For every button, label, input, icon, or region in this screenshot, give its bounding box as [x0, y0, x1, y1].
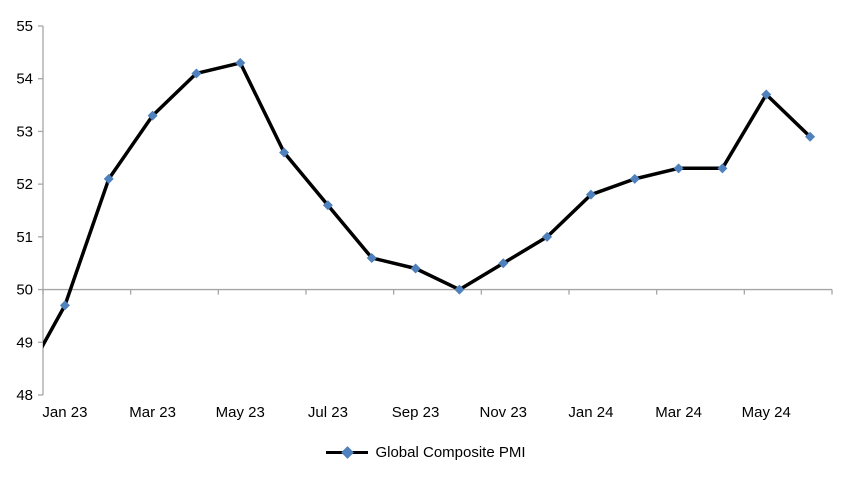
legend-label: Global Composite PMI: [375, 443, 526, 461]
x-axis-tick-label: Jan 24: [568, 404, 613, 421]
y-axis-tick-label: 55: [16, 18, 33, 35]
legend: Global Composite PMI: [0, 440, 852, 464]
y-axis-tick-label: 53: [16, 123, 33, 140]
series-group: [43, 57, 816, 349]
data-point-marker: [410, 263, 421, 274]
x-axis-tick-label: Jan 23: [42, 404, 87, 421]
y-axis-tick-label: 48: [16, 387, 33, 404]
y-axis-tick-label: 51: [16, 229, 33, 246]
data-point-marker: [191, 68, 202, 79]
data-point-marker: [673, 163, 684, 174]
x-axis-tick-label: Sep 23: [392, 404, 440, 421]
data-point-marker: [498, 258, 509, 269]
data-point-marker: [279, 147, 290, 158]
data-point-marker: [717, 163, 728, 174]
data-point-marker: [147, 110, 158, 121]
data-point-marker: [542, 231, 553, 242]
legend-diamond-icon: [341, 446, 355, 459]
data-point-marker: [235, 57, 246, 68]
x-axis-tick-label: Nov 23: [479, 404, 527, 421]
legend-line-marker-icon: [326, 446, 369, 459]
pmi-line-chart-plot: 48 49 50 51 52 53 54 55 Jan 23 Mar 23 May 23 Jul 23…: [16, 18, 833, 421]
data-point-marker: [366, 252, 377, 263]
pmi-line: [43, 61, 812, 349]
y-axis-tick-label: 52: [16, 176, 33, 193]
y-axis-tick-label: 50: [16, 282, 33, 299]
data-point-marker: [629, 173, 640, 184]
data-point-marker: [761, 89, 772, 100]
data-point-marker: [805, 131, 816, 142]
y-axis-tick-label: 54: [16, 71, 33, 88]
y-axis-tick-label: 49: [16, 334, 33, 351]
data-point-marker: [585, 189, 596, 200]
data-point-marker: [454, 284, 465, 295]
data-point-marker: [103, 173, 114, 184]
data-point-marker: [322, 200, 333, 211]
x-axis-tick-label: Jul 23: [308, 404, 348, 421]
x-axis-tick-label: May 24: [742, 404, 791, 421]
x-axis-tick-label: Mar 23: [129, 404, 176, 421]
x-axis-tick-label: May 23: [216, 404, 265, 421]
x-axis-tick-label: Mar 24: [655, 404, 702, 421]
data-point-marker: [59, 300, 70, 311]
